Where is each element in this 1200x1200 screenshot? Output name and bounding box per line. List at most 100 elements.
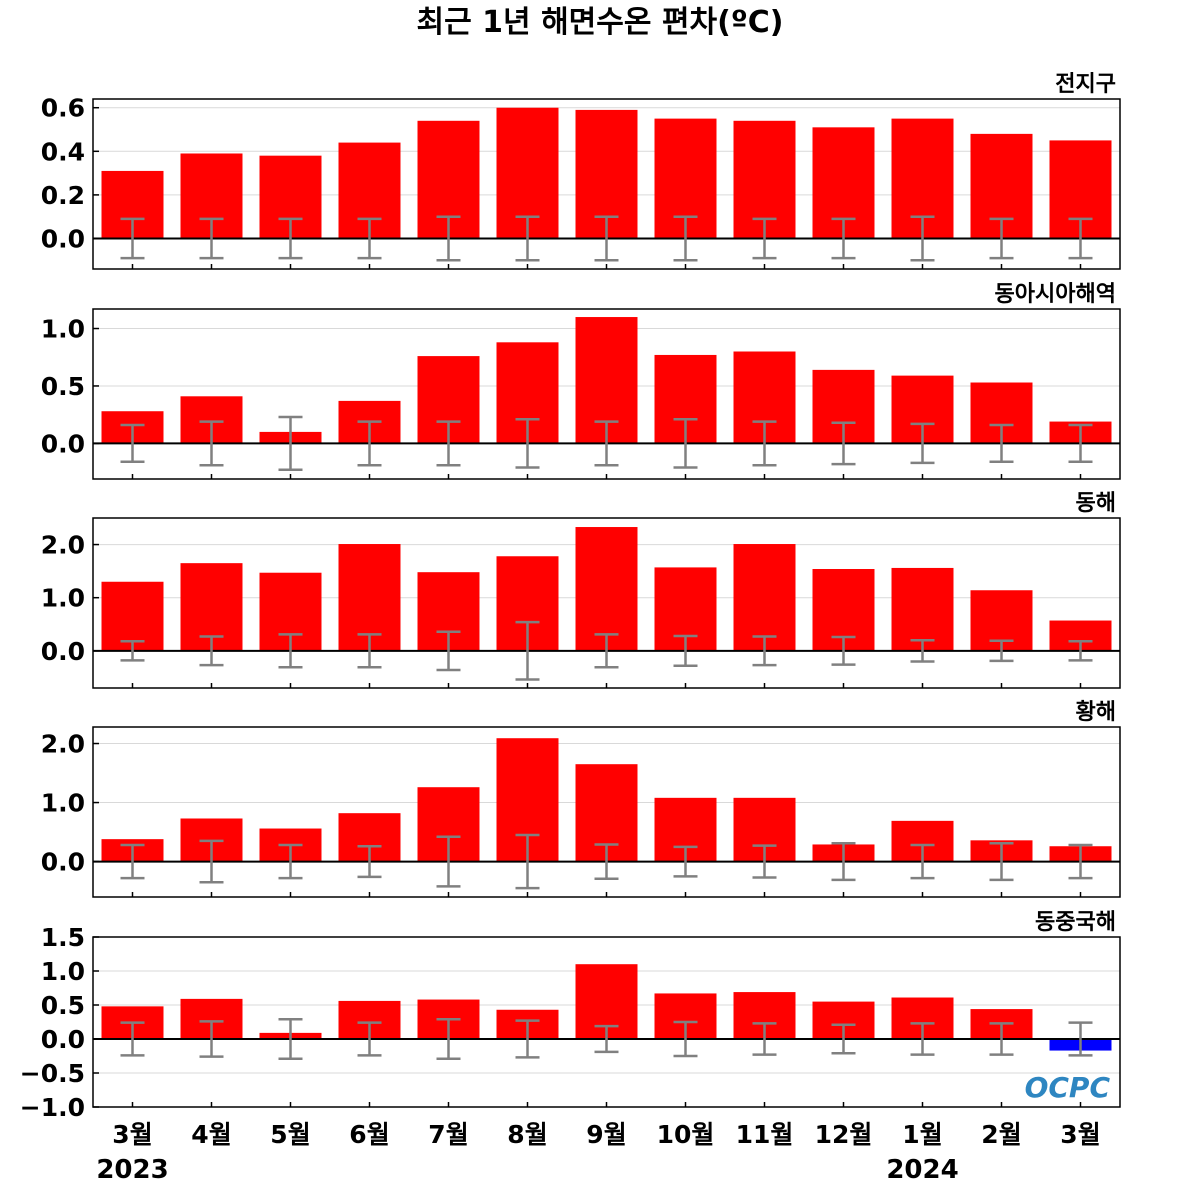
y-tick-label: 0.5 (41, 991, 85, 1020)
y-tick-label: 1.0 (41, 315, 85, 344)
year-label: 2023 (96, 1155, 168, 1185)
error-bar (910, 638, 935, 663)
bar (575, 527, 638, 651)
panel-5: −1.0 −0.5 0.0 0.5 1.0 1.5 동중국해 (20, 910, 1121, 1122)
error-bar (120, 640, 145, 662)
x-tick-label: 3월 (1060, 1120, 1100, 1149)
y-tick-label: 1.0 (41, 957, 85, 986)
error-bar (673, 845, 698, 878)
error-bar (831, 1023, 856, 1055)
error-bar (120, 423, 145, 464)
error-bar (1068, 640, 1093, 662)
bar (338, 544, 401, 651)
error-bar (199, 217, 224, 260)
y-tick-label: 2.0 (41, 531, 85, 560)
error-bar (989, 1022, 1014, 1056)
error-bar (594, 633, 619, 669)
panel-4: 0.0 1.0 2.0 황해 (41, 700, 1121, 898)
error-bar (594, 843, 619, 880)
error-bar (752, 635, 777, 667)
y-tick-label: 0.4 (41, 137, 85, 166)
error-bar (120, 843, 145, 880)
x-tick-label: 5월 (270, 1120, 310, 1149)
y-tick-label: 0.0 (41, 848, 85, 877)
x-tick-label: 11월 (736, 1120, 794, 1149)
x-tick-label: 8월 (507, 1120, 547, 1149)
error-bar (120, 1021, 145, 1057)
year-label: 2024 (886, 1155, 958, 1185)
x-axis: 3월 4월 5월 6월 7월 8월 9월 10월 11월 12월 1월 2월 3월 2023 2024 (96, 1120, 1100, 1185)
error-bar (357, 633, 382, 669)
error-bar (515, 1019, 540, 1059)
error-bar (1068, 1021, 1093, 1057)
y-tick-label: 1.0 (41, 584, 85, 613)
ocpc-logo-text: OCPC (1025, 1071, 1111, 1104)
error-bar (1068, 217, 1093, 260)
error-bar (436, 835, 461, 888)
error-bar (673, 215, 698, 262)
x-tick-label: 3월 (112, 1120, 152, 1149)
error-bar (989, 217, 1014, 260)
error-bar (436, 1018, 461, 1060)
y-tick-label: 0.0 (41, 429, 85, 458)
x-tick-label: 2월 (981, 1120, 1021, 1149)
error-bar (831, 635, 856, 666)
y-tick-label: 0.6 (41, 94, 85, 123)
error-bar (1068, 423, 1093, 464)
error-bar (278, 415, 303, 472)
x-tick-label: 10월 (657, 1120, 715, 1149)
x-tick-label: 7월 (428, 1120, 468, 1149)
error-bar (594, 1024, 619, 1054)
error-bar (752, 844, 777, 879)
error-bar (910, 422, 935, 465)
y-tick-label: 1.5 (41, 923, 85, 952)
error-bar (278, 217, 303, 260)
error-bar (199, 420, 224, 467)
error-bar (120, 217, 145, 260)
y-tick-label: 1.0 (41, 789, 85, 818)
error-bar (910, 1022, 935, 1056)
y-tick-label: −0.5 (20, 1059, 85, 1088)
error-bar (515, 215, 540, 262)
error-bar (673, 418, 698, 469)
x-tick-label: 1월 (902, 1120, 942, 1149)
bar (891, 567, 954, 651)
error-bar (199, 839, 224, 884)
x-tick-label: 12월 (815, 1120, 873, 1149)
y-tick-label: 2.0 (41, 730, 85, 759)
panel-label: 동해 (1076, 491, 1116, 516)
panel-label: 동아시아해역 (995, 282, 1116, 307)
error-bar (515, 418, 540, 469)
error-bar (752, 420, 777, 467)
bar (733, 544, 796, 651)
error-bar (515, 833, 540, 890)
error-bar (357, 1021, 382, 1057)
error-bar (278, 1018, 303, 1060)
error-bar (831, 842, 856, 882)
y-tick-label: −1.0 (20, 1093, 85, 1122)
bar (101, 581, 164, 651)
error-bar (673, 634, 698, 667)
y-tick-label: 0.0 (41, 1025, 85, 1054)
error-bar (831, 217, 856, 260)
error-bar (752, 1022, 777, 1056)
error-bar (831, 421, 856, 466)
error-bar (673, 1020, 698, 1058)
error-bar (357, 844, 382, 879)
error-bar (436, 420, 461, 467)
error-bar (278, 633, 303, 669)
y-tick-label: 0.5 (41, 372, 85, 401)
error-bar (910, 843, 935, 880)
error-bar (989, 842, 1014, 882)
error-bar (752, 217, 777, 260)
y-tick-label: 0.0 (41, 224, 85, 253)
error-bar (357, 420, 382, 467)
ocpc-logo: OCPC (1025, 1071, 1111, 1104)
error-bar (436, 215, 461, 262)
error-bar (515, 620, 540, 681)
error-bar (357, 217, 382, 260)
error-bar (594, 215, 619, 262)
error-bar (989, 639, 1014, 663)
x-tick-label: 4월 (191, 1120, 231, 1149)
